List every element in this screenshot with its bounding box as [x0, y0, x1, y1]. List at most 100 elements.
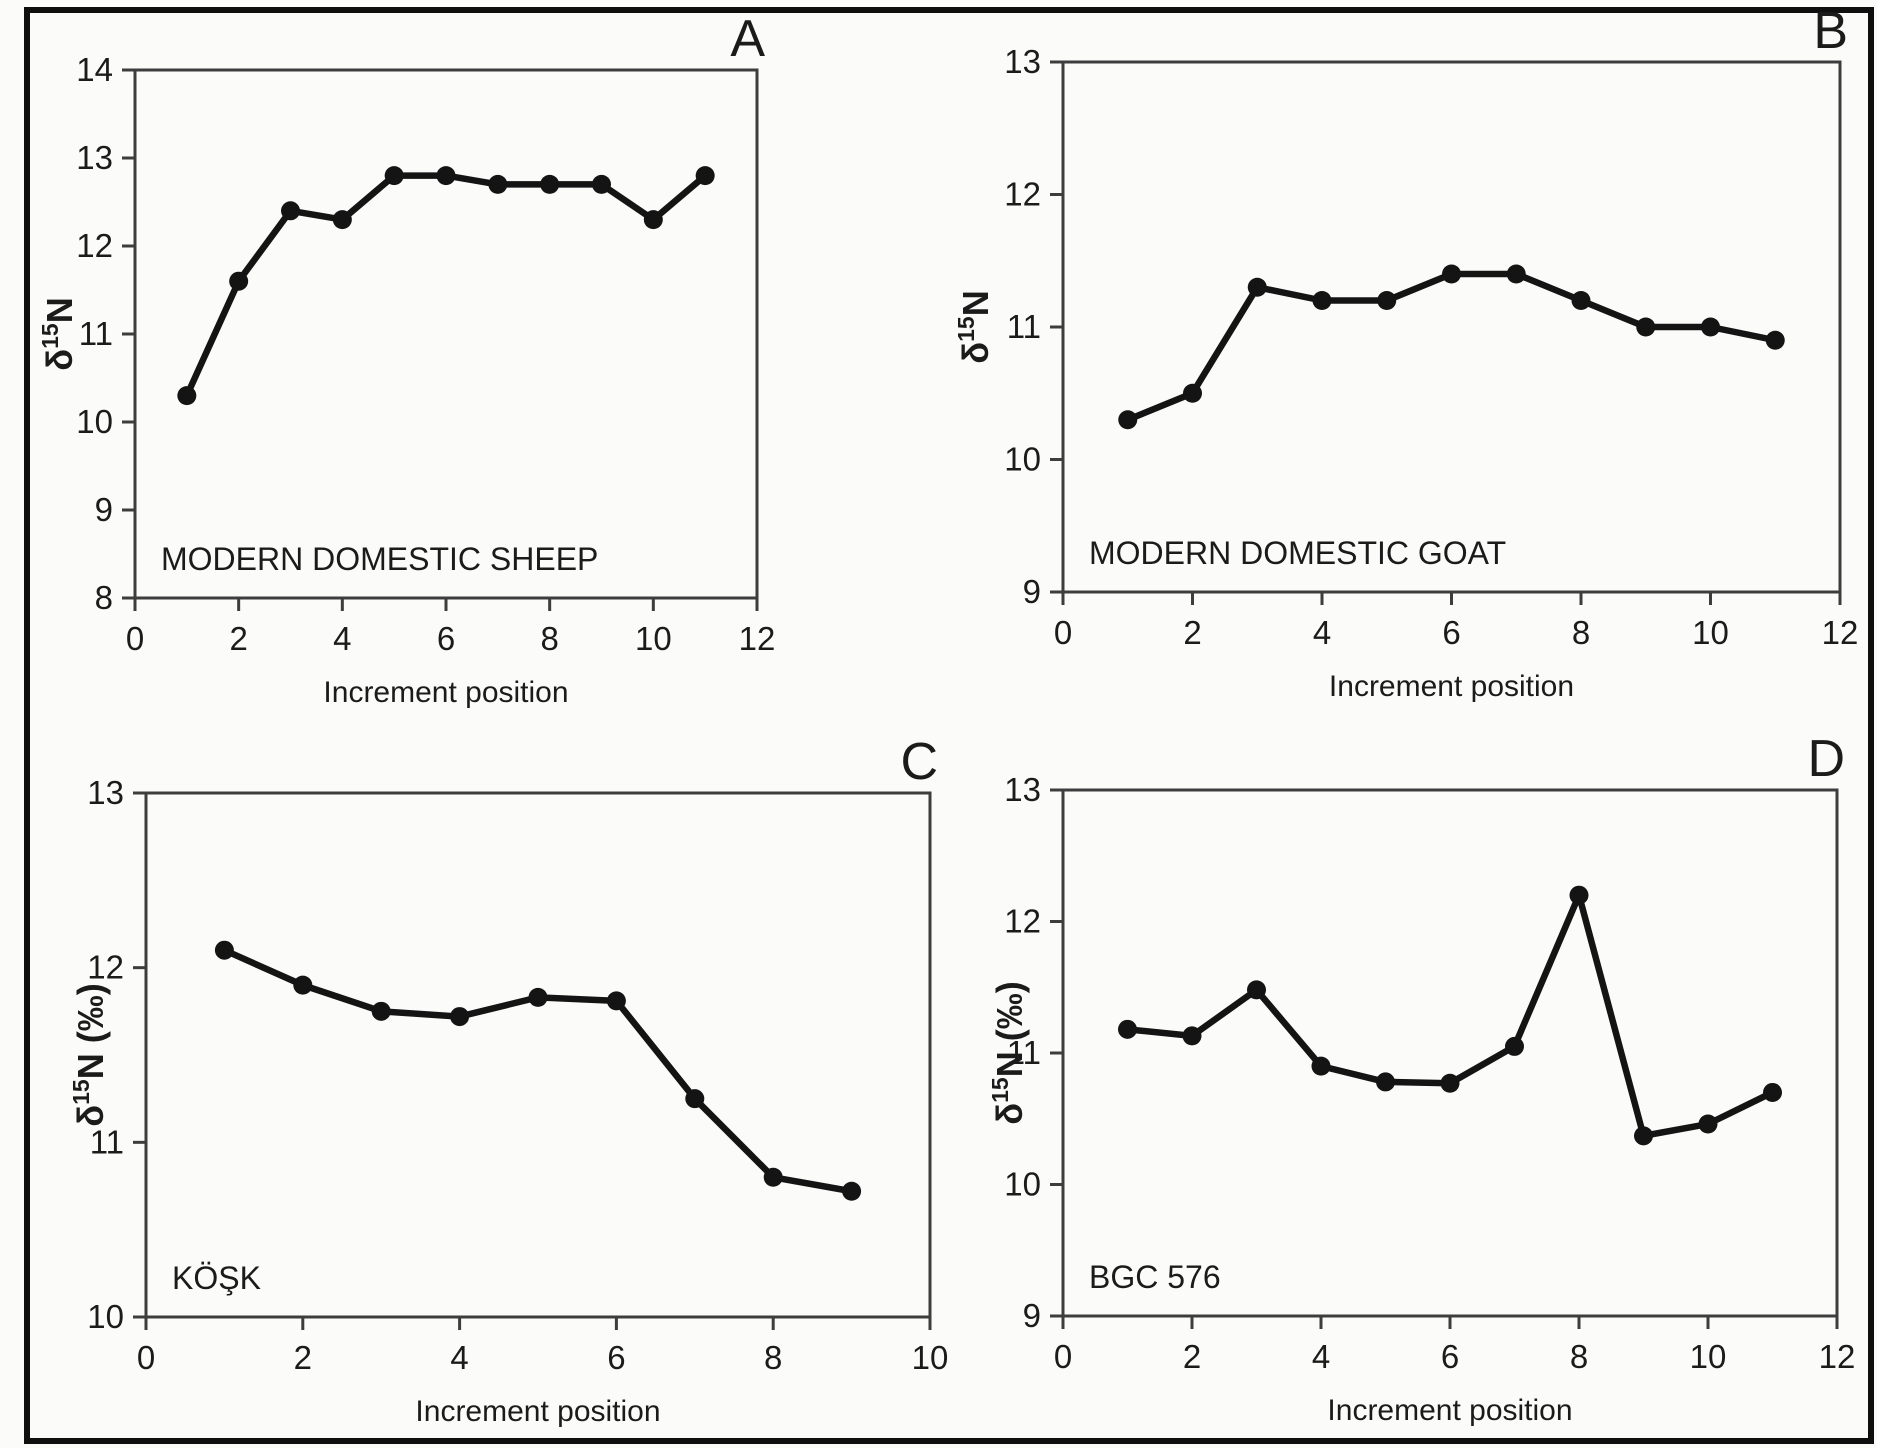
- x-tick-label: 10: [912, 1339, 949, 1376]
- y-tick-label: 11: [1007, 1034, 1041, 1071]
- data-point: [1505, 1036, 1524, 1056]
- x-axis-title: Increment position: [1329, 670, 1574, 703]
- data-point: [1311, 1056, 1331, 1076]
- series-line: [221, 946, 855, 1195]
- series-annotation: MODERN DOMESTIC GOAT: [1089, 535, 1506, 571]
- y-tick-label: 13: [87, 774, 124, 811]
- data-point: [1183, 383, 1202, 403]
- data-point: [540, 174, 560, 194]
- y-tick-label: 10: [1004, 1166, 1041, 1203]
- panel-letter: B: [1813, 2, 1848, 60]
- panel-C: 10 11 12 13 0 2 4 6 8 10 Increment position δ15N (‰…: [68, 733, 948, 1428]
- series-annotation: BGC 576: [1089, 1259, 1221, 1295]
- data-point: [1765, 330, 1785, 350]
- data-point: [1506, 264, 1526, 284]
- series-line: [1124, 270, 1779, 423]
- data-point: [436, 166, 456, 186]
- x-tick-label: 8: [540, 620, 558, 657]
- x-tick-label: 12: [1819, 1338, 1856, 1375]
- x-tick-label: 4: [1313, 614, 1331, 651]
- x-tick-label: 0: [126, 620, 144, 657]
- data-point: [488, 174, 508, 194]
- x-tick-label: 6: [1442, 614, 1460, 651]
- data-point: [281, 201, 300, 221]
- panel-B: 9 10 11 12 13 0 2 4 6 8 10 12 Increment position δ15N…: [953, 2, 1858, 703]
- y-tick-label: 9: [1023, 1297, 1041, 1334]
- x-tick-label: 12: [739, 620, 776, 657]
- y-tick-label: 9: [95, 491, 113, 528]
- data-point: [606, 991, 626, 1011]
- data-point: [1569, 885, 1589, 905]
- y-tick-label: 10: [87, 1298, 124, 1335]
- series-line: [1124, 891, 1776, 1140]
- data-point: [1377, 291, 1397, 310]
- data-point: [1247, 277, 1267, 297]
- y-tick-label: 12: [1004, 903, 1041, 940]
- x-tick-label: 10: [1692, 614, 1729, 651]
- x-tick-label: 10: [1690, 1338, 1727, 1375]
- data-point: [695, 166, 715, 186]
- panel-letter: D: [1807, 730, 1845, 788]
- x-tick-label: 0: [1054, 614, 1072, 651]
- series-annotation: MODERN DOMESTIC SHEEP: [161, 541, 598, 577]
- x-tick-label: 8: [1572, 614, 1590, 651]
- y-tick-label: 13: [76, 139, 113, 176]
- data-point: [229, 271, 249, 291]
- data-point: [214, 940, 234, 960]
- data-point: [643, 210, 663, 230]
- y-tick-label: 12: [87, 949, 124, 986]
- y-tick-label: 11: [79, 315, 113, 352]
- data-point: [528, 987, 548, 1007]
- data-point: [1763, 1082, 1782, 1102]
- y-tick-label: 13: [1004, 43, 1041, 80]
- x-axis-title: Increment position: [323, 676, 568, 709]
- x-tick-label: 0: [137, 1339, 155, 1376]
- data-point: [371, 1001, 391, 1021]
- y-axis-title: δ15N: [953, 290, 996, 363]
- data-point: [1376, 1072, 1395, 1092]
- y-tick-label: 10: [1004, 441, 1041, 478]
- series-annotation: KÖŞK: [172, 1260, 261, 1296]
- x-tick-label: 4: [1312, 1338, 1330, 1375]
- figure-border: [24, 7, 1874, 1444]
- data-point: [1182, 1026, 1202, 1046]
- x-tick-label: 6: [1441, 1338, 1459, 1375]
- y-tick-label: 12: [1004, 176, 1041, 213]
- x-tick-label: 10: [635, 620, 672, 657]
- panel-letter: C: [900, 733, 938, 791]
- y-tick-label: 11: [1007, 308, 1041, 345]
- data-point: [1636, 317, 1656, 337]
- x-tick-label: 2: [294, 1339, 312, 1376]
- panel-A: 8 9 10 11 12 13 14 0 2 4 6 8 10 12 Increment position δ…: [37, 10, 775, 709]
- series-line: [183, 172, 709, 399]
- y-tick-label: 13: [1004, 771, 1041, 808]
- x-tick-label: 2: [1183, 1338, 1201, 1375]
- x-tick-label: 4: [450, 1339, 468, 1376]
- x-tick-label: 0: [1054, 1338, 1072, 1375]
- x-tick-label: 6: [607, 1339, 625, 1376]
- y-axis-title: δ15N (‰): [68, 983, 111, 1126]
- data-point: [1698, 1114, 1718, 1134]
- data-point: [842, 1181, 862, 1201]
- x-tick-label: 4: [333, 620, 351, 657]
- plot-frame: [133, 68, 759, 600]
- plot-frame: [1061, 788, 1839, 1318]
- data-point: [1440, 1073, 1460, 1093]
- data-point: [177, 386, 197, 406]
- y-tick-label: 10: [76, 403, 113, 440]
- x-tick-label: 6: [437, 620, 455, 657]
- data-point: [592, 174, 611, 194]
- data-point: [1701, 317, 1720, 337]
- plot-frame: [144, 791, 932, 1319]
- data-point: [685, 1089, 705, 1109]
- x-tick-label: 2: [1183, 614, 1201, 651]
- data-point: [1118, 410, 1138, 430]
- y-tick-label: 8: [95, 579, 113, 616]
- y-axis-title: δ15N: [37, 297, 80, 370]
- data-point: [450, 1007, 470, 1027]
- data-point: [1442, 264, 1461, 284]
- y-axis-title: δ15N (‰): [987, 981, 1030, 1124]
- x-axis-title: Increment position: [415, 1395, 660, 1428]
